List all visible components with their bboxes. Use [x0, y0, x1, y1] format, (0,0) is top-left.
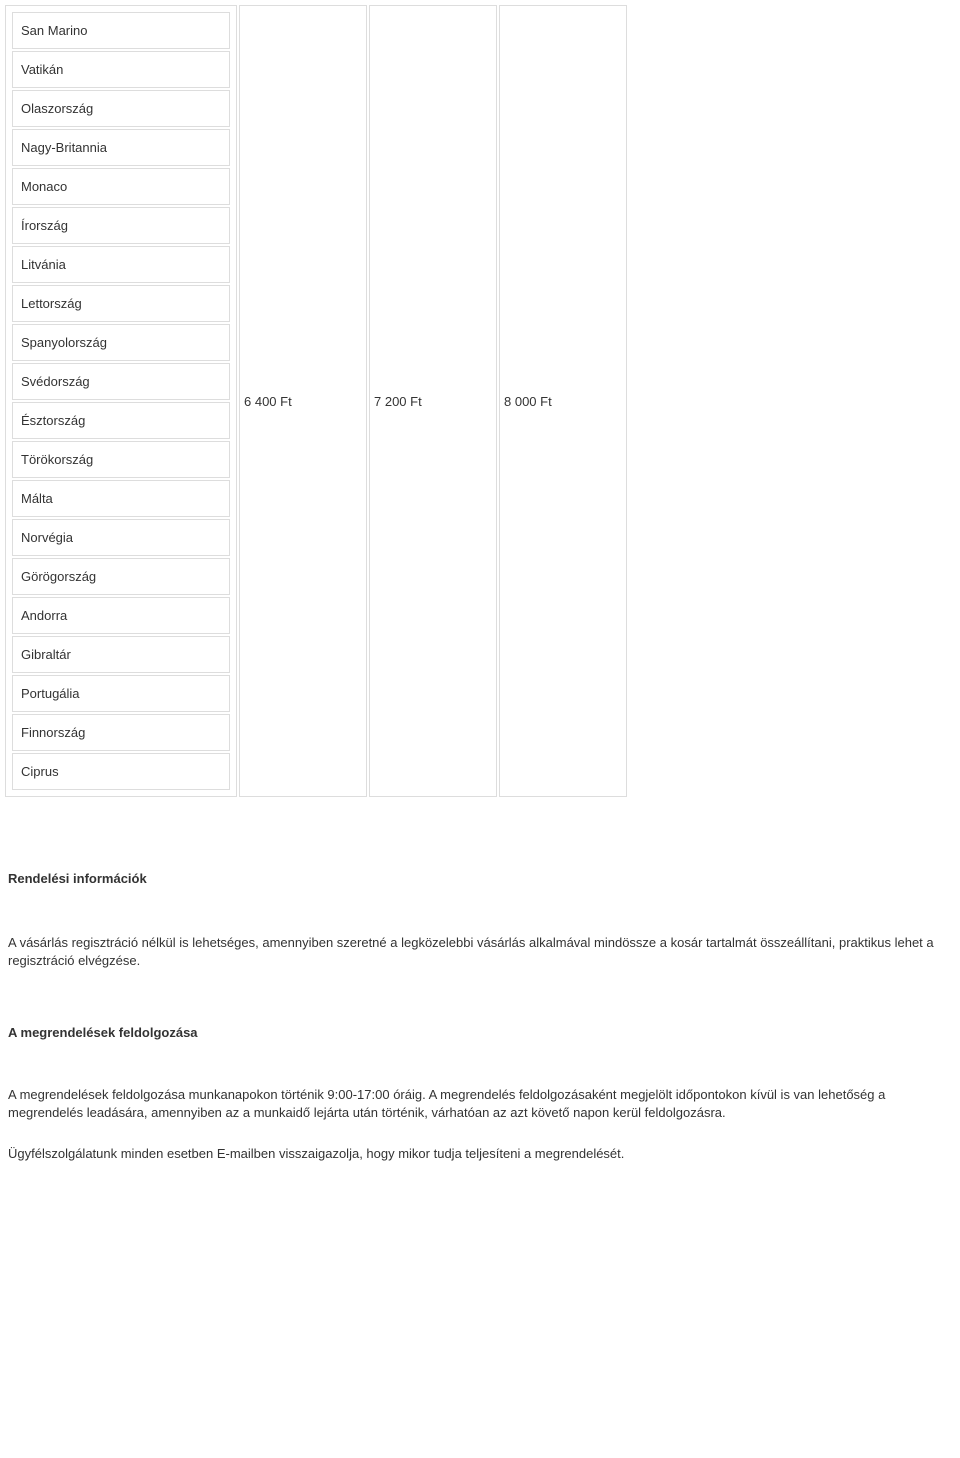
country-cell: Lettország: [12, 285, 230, 322]
country-cell: Írország: [12, 207, 230, 244]
country-cell: Észtország: [12, 402, 230, 439]
country-cell: Törökország: [12, 441, 230, 478]
order-info-paragraph: A vásárlás regisztráció nélkül is lehets…: [8, 934, 952, 969]
country-cell: Gibraltár: [12, 636, 230, 673]
country-cell: Ciprus: [12, 753, 230, 790]
processing-heading: A megrendelések feldolgozása: [8, 1025, 952, 1040]
country-cell: Finnország: [12, 714, 230, 751]
price-cell-1: 6 400 Ft: [239, 5, 367, 797]
country-list-cell: San MarinoVatikánOlaszországNagy-Britann…: [5, 5, 237, 797]
country-cell: Litvánia: [12, 246, 230, 283]
country-cell: Görögország: [12, 558, 230, 595]
country-cell: Vatikán: [12, 51, 230, 88]
country-cell: Nagy-Britannia: [12, 129, 230, 166]
country-cell: Spanyolország: [12, 324, 230, 361]
confirmation-paragraph: Ügyfélszolgálatunk minden esetben E-mail…: [8, 1145, 952, 1163]
country-cell: Málta: [12, 480, 230, 517]
processing-paragraph: A megrendelések feldolgozása munkanapoko…: [8, 1086, 952, 1121]
content-body: Rendelési információk A vásárlás regiszt…: [0, 799, 960, 1173]
country-cell: San Marino: [12, 12, 230, 49]
country-cell: Monaco: [12, 168, 230, 205]
price-cell-3: 8 000 Ft: [499, 5, 627, 797]
country-cell: Portugália: [12, 675, 230, 712]
country-cell: Svédország: [12, 363, 230, 400]
country-cell: Olaszország: [12, 90, 230, 127]
country-inner-table: San MarinoVatikánOlaszországNagy-Britann…: [10, 10, 232, 792]
price-cell-2: 7 200 Ft: [369, 5, 497, 797]
country-cell: Andorra: [12, 597, 230, 634]
order-info-heading: Rendelési információk: [8, 871, 952, 886]
shipping-price-table: San MarinoVatikánOlaszországNagy-Britann…: [3, 3, 629, 799]
country-cell: Norvégia: [12, 519, 230, 556]
